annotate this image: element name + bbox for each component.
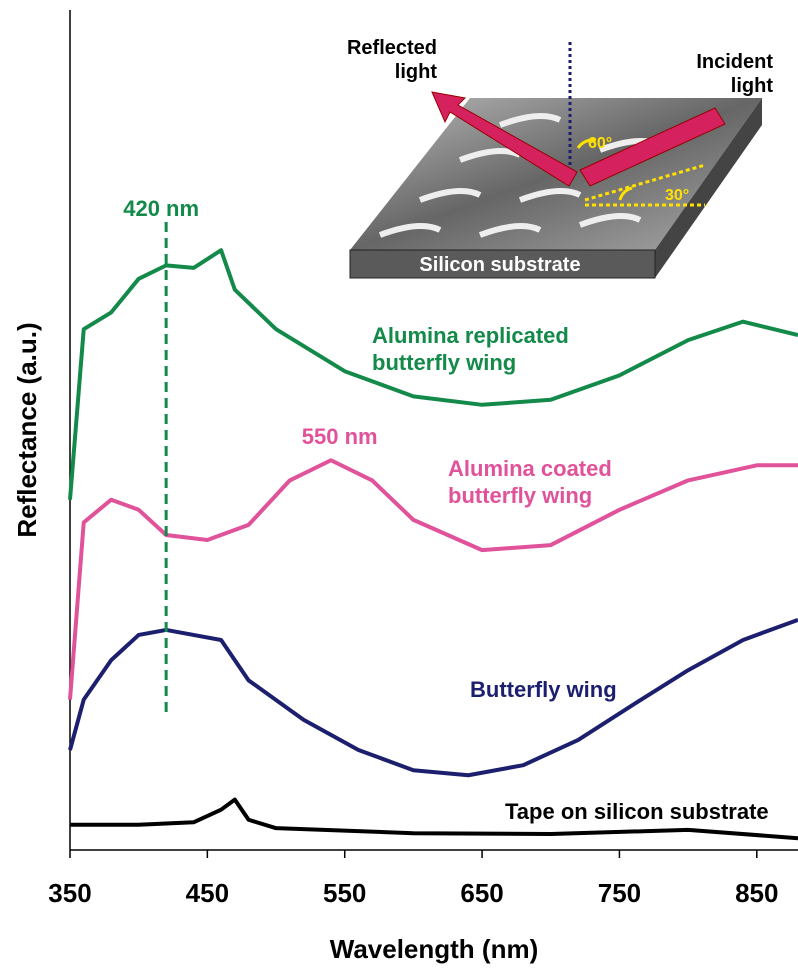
series-label: Alumina replicated butterfly wing <box>372 322 622 376</box>
x-tick-label: 450 <box>186 878 229 908</box>
series-label: Alumina coated butterfly wing <box>448 455 648 509</box>
chart: Silicon substrate 60° 30° Reflectance (a… <box>0 0 798 977</box>
x-tick-label: 350 <box>48 878 91 908</box>
x-tick-label: 850 <box>735 878 778 908</box>
y-axis-label: Reflectance (a.u.) <box>12 322 42 537</box>
x-axis-label: Wavelength (nm) <box>330 934 538 964</box>
series-line <box>70 460 798 699</box>
x-tick-label: 750 <box>598 878 641 908</box>
x-tick-label: 650 <box>460 878 503 908</box>
angle-label: 60° <box>588 135 612 152</box>
inset-label: Reflected light <box>322 36 437 84</box>
annotation: 550 nm <box>302 424 378 449</box>
substrate-label: Silicon substrate <box>419 254 580 276</box>
figure: Silicon substrate 60° 30° Reflectance (a… <box>0 0 798 977</box>
annotation: 420 nm <box>123 196 199 221</box>
angle-label: 30° <box>665 187 689 204</box>
inset-label: Incident light <box>668 50 773 98</box>
x-tick-label: 550 <box>323 878 366 908</box>
series-label: Tape on silicon substrate <box>505 798 795 825</box>
series-label: Butterfly wing <box>470 676 720 703</box>
